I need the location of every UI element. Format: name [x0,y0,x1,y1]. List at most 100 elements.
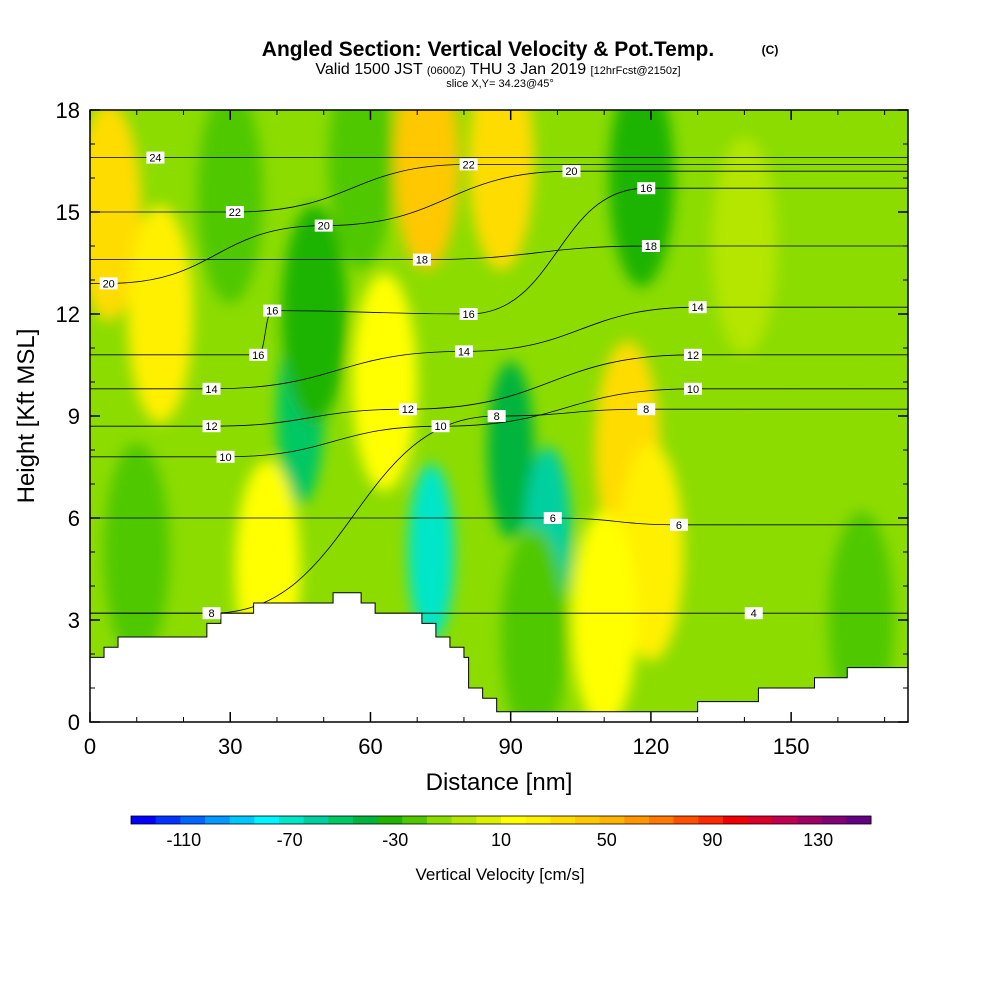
isentrope-label-text: 12 [402,404,414,416]
isentrope-label-bg [146,151,165,164]
isentrope-label-8: 10 [683,382,702,396]
x-tick-label-150: 150 [773,734,810,759]
velocity-cell-1 [127,205,193,423]
colorbar-tick-label-1: -70 [277,830,303,850]
velocity-cell-18 [805,324,871,542]
isentrope-label-bg [202,607,221,620]
isentrope-label-text: 12 [687,350,699,362]
isentrope-label-bg [543,512,562,524]
isentrope-label-bg [202,382,221,395]
isentrope-label-21: 20 [99,277,118,290]
isentrope-label-text: 22 [229,207,241,219]
colorbar-swatch-28 [821,816,847,824]
isentrope-label-text: 6 [676,520,682,532]
velocity-cell-0 [90,110,142,321]
x-tick-label-90: 90 [498,734,522,759]
isentrope-labels: 4 6 6 8 8 8 10 10 10 12 12 12 14 14 14 16 16 16 16 18 18 20 20… [99,151,763,620]
colorbar-tick-label-4: 50 [597,830,617,850]
colorbar-tick-label-0: -110 [167,830,202,850]
colorbar-swatch-23 [698,816,724,824]
y-tick-label-9: 9 [68,404,80,429]
isentrope-label-bg [562,165,581,178]
colorbar-swatch-18 [575,816,601,824]
isentrope-label-text: 24 [149,153,161,165]
colorbar-swatch-13 [451,816,477,824]
isentrope-label-bg [459,308,478,320]
y-tick-label-0: 0 [68,710,80,735]
isentrope-label-16: 16 [263,304,282,318]
colorbar-swatch-11 [402,816,428,824]
isentrope-label-bg [487,410,506,422]
isentrope-label-text: 8 [643,404,649,416]
isentrope-label-25: 22 [459,158,478,171]
isentrope-label-bg [641,240,660,252]
isentrope-label-10: 12 [398,403,417,416]
colorbar-tick-label-2: -30 [382,830,408,850]
colorbar-tick-label-3: 10 [491,830,511,850]
colorbar-swatch-9 [353,816,379,824]
isentrope-label-bg [683,382,702,395]
isentrope-label-text: 18 [416,255,428,267]
velocity-cell-7 [393,110,460,270]
colorbar-swatch-1 [155,816,181,824]
colorbar-swatch-16 [525,816,551,824]
velocity-cell-22 [571,511,637,722]
isentrope-label-4: 8 [487,410,506,423]
isentrope-20 [90,170,908,284]
isentrope-label-text: 20 [103,278,115,290]
isentrope-label-11: 12 [683,348,702,362]
colorbar-swatch-17 [550,816,576,824]
colorbar-swatch-20 [624,816,650,824]
isentrope-label-text: 16 [252,350,264,362]
isentrope-label-22: 20 [314,219,333,233]
isentrope-label-26: 24 [146,151,165,165]
colorbar-swatch-6 [279,816,305,824]
isentrope-label-bg [637,182,656,195]
isentrope-label-bg [669,518,688,531]
y-axis-label: Height [Kft MSL] [13,329,40,504]
velocity-cell-20 [104,443,170,661]
isentrope-label-text: 4 [751,608,757,620]
chart-subtitle: Valid 1500 JST (0600Z) THU 3 Jan 2019 [1… [315,61,680,78]
isentrope-label-7: 10 [431,420,450,433]
colorbar-swatch-22 [673,816,699,824]
isentrope-label-5: 8 [637,403,656,416]
velocity-cell-6 [351,273,418,491]
colorbar-swatch-21 [649,816,675,824]
isentrope-18 [90,245,908,261]
colorbar [130,815,872,825]
isentrope-label-text: 18 [645,241,657,253]
colorbar-swatch-19 [599,816,625,824]
y-tick-label-6: 6 [68,506,80,531]
isentrope-label-bg [454,345,473,358]
y-tick-label-3: 3 [68,608,80,633]
colorbar-swatch-25 [747,816,773,824]
isentrope-label-text: 16 [266,306,278,318]
isentrope-label-24: 22 [225,206,244,219]
isentrope-label-1: 6 [543,512,562,525]
isentrope-12 [90,354,908,427]
isentrope-label-18: 16 [637,182,656,195]
velocity-cell-8 [407,463,455,641]
velocity-cell-4 [281,205,348,423]
colorbar-swatch-29 [846,816,872,824]
subtitle-zulu: (0600Z) [427,65,466,77]
isentrope-label-3: 8 [202,607,221,620]
isentrope-label-text: 16 [462,309,474,321]
velocity-cell-5 [328,110,394,270]
isentrope-label-text: 10 [434,421,446,433]
isentrope-label-6: 10 [216,450,235,464]
isentrope-label-bg [216,450,235,463]
x-tick-label-0: 0 [84,734,96,759]
y-tick-label-12: 12 [56,302,80,327]
isentrope-label-bg [99,277,118,290]
colorbar-swatch-7 [303,816,329,824]
colorbar-swatch-14 [476,816,502,824]
isentrope-label-bg [225,206,244,218]
subtitle-forecast: [12hrFcst@2150z] [591,65,681,77]
velocity-cell-9 [487,361,535,539]
colorbar-tick-label-5: 90 [702,830,722,850]
isentrope-6 [90,517,908,526]
isentrope-label-bg [398,403,417,416]
isentrope-label-bg [744,607,763,620]
